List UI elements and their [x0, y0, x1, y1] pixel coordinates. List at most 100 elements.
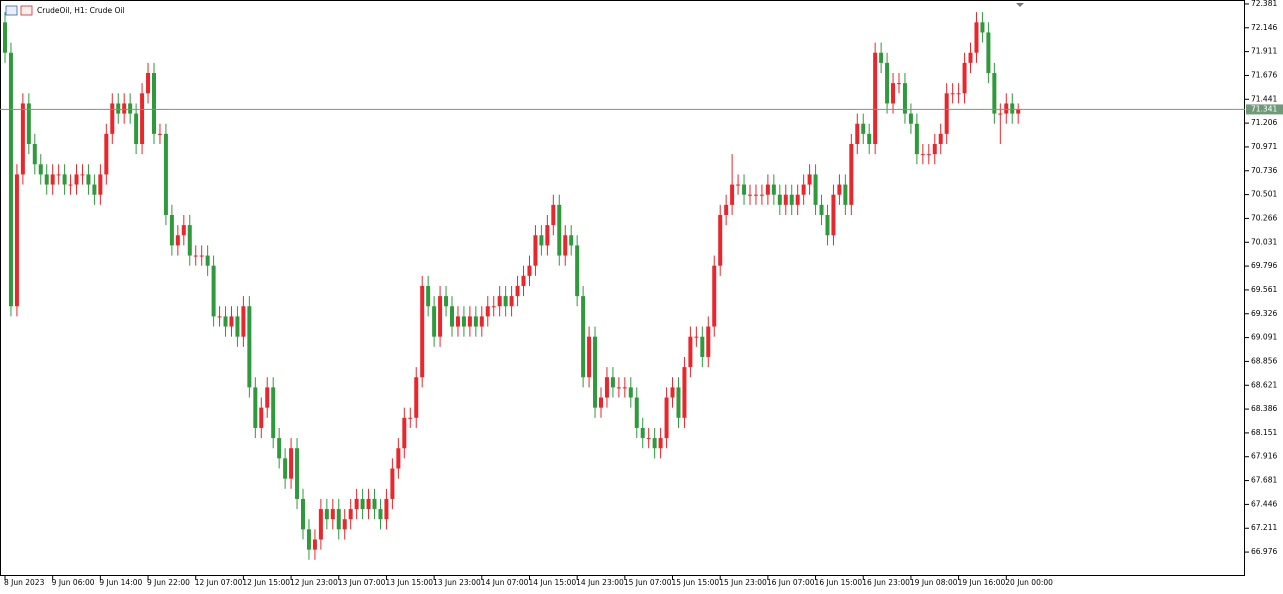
x-tick-label: 20 Jun 00:00 — [1005, 578, 1053, 587]
candle-body — [670, 387, 675, 398]
candle-body — [38, 164, 43, 175]
candle-body — [479, 316, 484, 327]
candle-body — [140, 93, 145, 144]
candle-body — [920, 154, 925, 156]
candle-body — [706, 326, 711, 357]
candle-body — [581, 296, 586, 378]
candle-body — [557, 204, 562, 256]
candle-body — [187, 225, 192, 256]
candle-body — [974, 22, 979, 53]
x-tick-label: 12 Jun 23:00 — [290, 578, 338, 587]
candle-body — [682, 367, 687, 418]
y-tick-label: 70.266 — [1251, 213, 1277, 222]
candle-body — [724, 204, 729, 215]
candle-body — [819, 204, 824, 215]
candle-body — [700, 336, 705, 357]
candle-body — [587, 336, 592, 378]
candle-body — [628, 387, 633, 398]
x-tick-label: 12 Jun 07:00 — [195, 578, 243, 587]
candle-body — [759, 194, 764, 196]
y-tick-label: 68.151 — [1251, 428, 1277, 437]
candle-body — [658, 438, 663, 449]
candle-body — [938, 133, 943, 144]
candle-body — [223, 316, 228, 327]
chart-icon — [5, 5, 33, 16]
candle-body — [306, 529, 311, 550]
x-tick-label: 19 Jun 08:00 — [910, 578, 958, 587]
candle-body — [26, 103, 31, 144]
candle-body — [849, 144, 854, 205]
candle-body — [318, 509, 323, 540]
candle-body — [575, 245, 580, 297]
x-tick-label: 15 Jun 07:00 — [624, 578, 672, 587]
candle-body — [8, 52, 13, 307]
candle-body — [426, 285, 431, 307]
candle-body — [789, 194, 794, 205]
candle-body — [962, 62, 967, 94]
candle-body — [694, 336, 699, 338]
candle-body — [56, 174, 61, 176]
candle-body — [622, 387, 627, 389]
candle-body — [950, 93, 955, 95]
candle-body — [640, 427, 645, 439]
candle-body — [646, 438, 651, 440]
candle-body — [926, 154, 931, 156]
candle-body — [163, 133, 168, 215]
candle-body — [330, 509, 335, 520]
candle-body — [438, 296, 443, 337]
candle-body — [324, 509, 329, 520]
x-tick-label: 13 Jun 23:00 — [433, 578, 481, 587]
candle-body — [455, 316, 460, 327]
y-tick-label: 67.446 — [1251, 499, 1277, 508]
candle-body — [283, 458, 288, 479]
candle-body — [569, 235, 574, 246]
candle-body — [247, 306, 252, 388]
candle-body — [193, 255, 198, 257]
candle-body — [980, 22, 985, 33]
candle-body — [271, 387, 276, 439]
candle-body — [891, 83, 896, 104]
candle-body — [289, 448, 294, 479]
candle-body — [378, 509, 383, 520]
y-tick-label: 70.736 — [1251, 166, 1277, 175]
candle-body — [801, 184, 806, 195]
candle-body — [688, 336, 693, 368]
y-tick-label: 71.441 — [1251, 94, 1277, 103]
candle-body — [902, 83, 907, 114]
candle-body — [879, 52, 884, 63]
candle-body — [80, 174, 85, 176]
candle-body — [134, 113, 139, 144]
candle-body — [253, 387, 258, 428]
y-tick-label: 69.326 — [1251, 309, 1277, 318]
candle-body — [831, 194, 836, 236]
candle-body — [265, 387, 270, 408]
candle-body — [175, 235, 180, 246]
candle-body — [527, 265, 532, 276]
chart-title: CrudeOil, H1: Crude Oil — [37, 6, 125, 15]
candle-body — [390, 468, 395, 499]
candle-body — [748, 194, 752, 196]
candle-body — [157, 133, 162, 135]
candle-body — [98, 174, 103, 195]
candle-body — [122, 103, 127, 114]
x-tick-label: 9 Jun 14:00 — [99, 578, 142, 587]
x-tick-label: 14 Jun 07:00 — [481, 578, 529, 587]
candle-body — [1016, 109, 1021, 114]
candle-body — [765, 184, 770, 195]
candle-body — [32, 144, 37, 165]
candle-body — [551, 204, 556, 226]
y-tick-label: 70.501 — [1251, 190, 1277, 199]
x-tick-label: 16 Jun 15:00 — [815, 578, 863, 587]
candle-body — [336, 509, 341, 530]
candle-body — [414, 377, 419, 418]
candle-body — [712, 265, 717, 327]
candle-body — [444, 296, 449, 307]
candle-body — [813, 174, 818, 205]
candle-body — [616, 387, 621, 389]
candle-body — [450, 306, 454, 327]
x-tick-label: 9 Jun 22:00 — [147, 578, 190, 587]
candle-body — [384, 498, 389, 520]
candle-body — [986, 32, 991, 74]
candle-body — [545, 225, 550, 246]
